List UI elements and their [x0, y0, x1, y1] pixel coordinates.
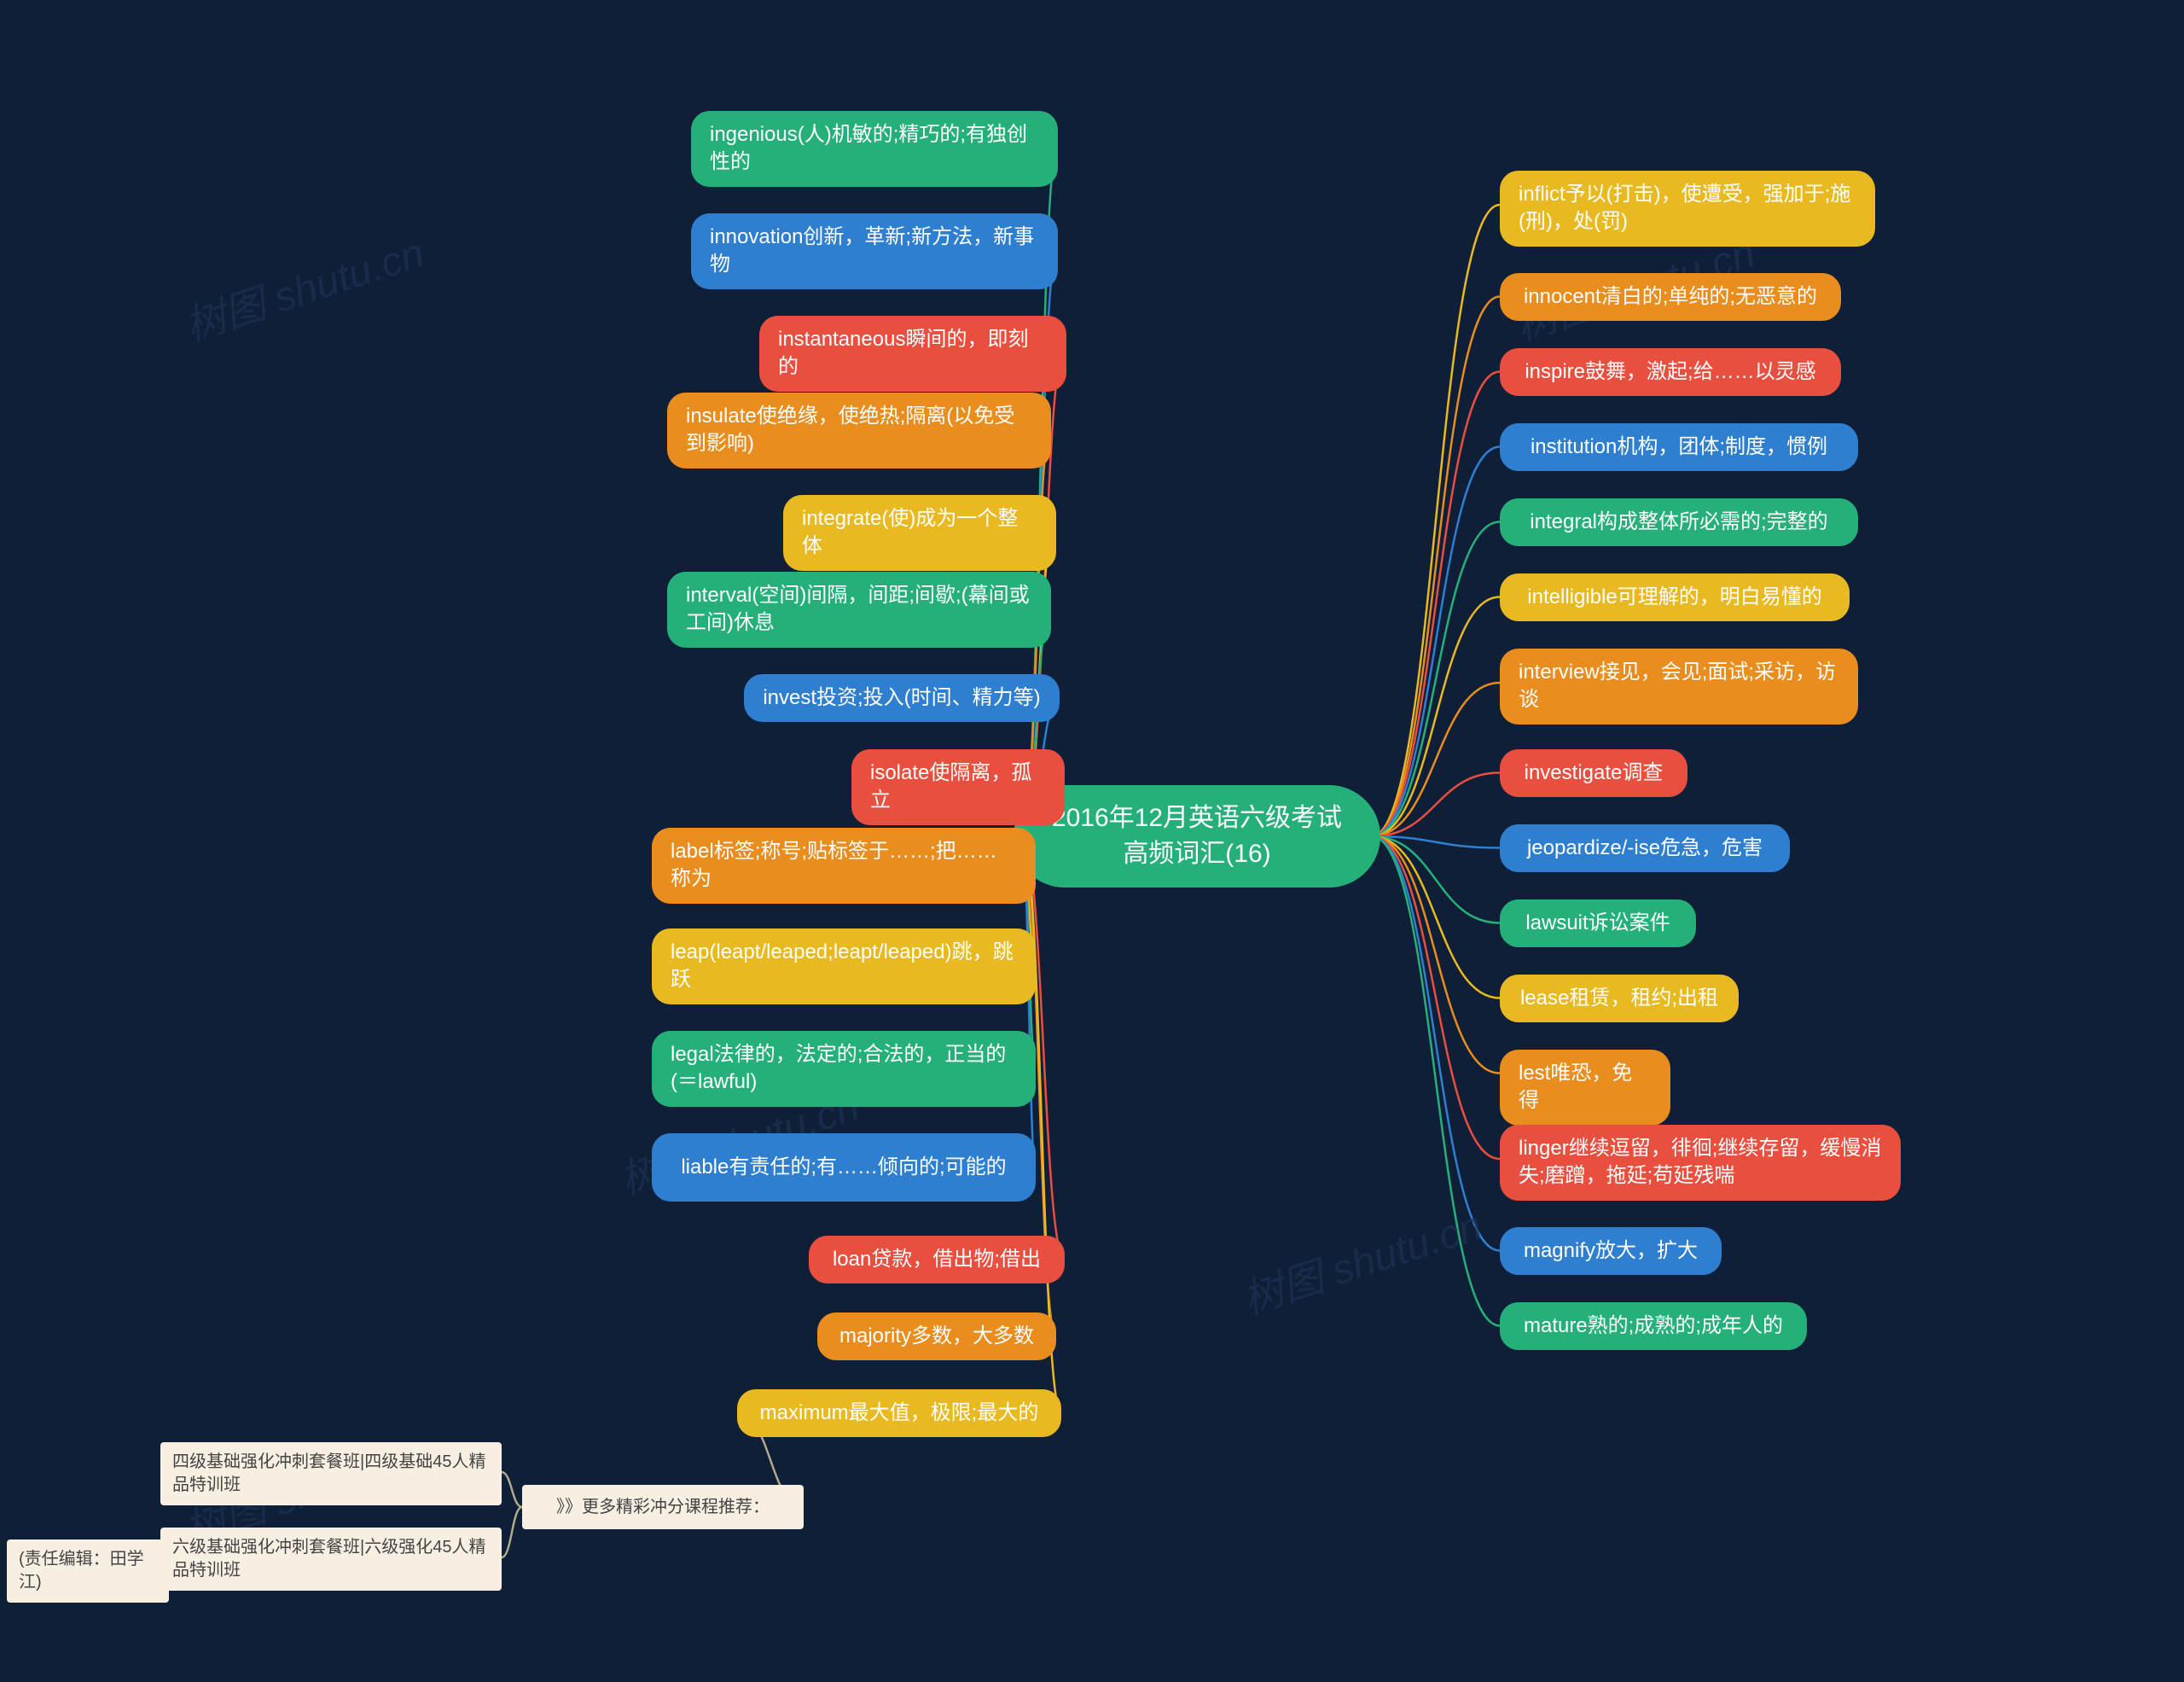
branch-node[interactable]: magnify放大，扩大 — [1500, 1227, 1722, 1275]
node-label: integral构成整体所必需的;完整的 — [1530, 509, 1827, 536]
branch-node[interactable]: jeopardize/-ise危急，危害 — [1500, 824, 1790, 872]
node-label: lest唯恐，免得 — [1519, 1060, 1652, 1115]
node-label: innocent清白的;单纯的;无恶意的 — [1524, 283, 1817, 311]
center-node[interactable]: 2016年12月英语六级考试 高频词汇(16) — [1014, 785, 1380, 888]
edge — [1372, 683, 1500, 836]
node-label: (责任编辑：田学江) — [19, 1548, 157, 1594]
branch-node[interactable]: integrate(使)成为一个整体 — [783, 495, 1056, 571]
node-label: maximum最大值，极限;最大的 — [760, 1400, 1039, 1427]
node-label: loan贷款，借出物;借出 — [833, 1246, 1041, 1273]
branch-node[interactable]: lest唯恐，免得 — [1500, 1050, 1670, 1126]
node-label: liable有责任的;有……倾向的;可能的 — [681, 1154, 1006, 1181]
branch-node[interactable]: majority多数，大多数 — [817, 1312, 1056, 1360]
center-title-line2: 高频词汇(16) — [1123, 836, 1270, 872]
branch-node[interactable]: lawsuit诉讼案件 — [1500, 899, 1696, 947]
branch-node[interactable]: maximum最大值，极限;最大的 — [737, 1389, 1061, 1437]
branch-node[interactable]: instantaneous瞬间的，即刻的 — [759, 316, 1066, 392]
branch-node[interactable]: investigate调查 — [1500, 749, 1687, 797]
node-label: 四级基础强化冲刺套餐班|四级基础45人精品特训班 — [172, 1451, 490, 1497]
edge — [1372, 836, 1500, 998]
edge — [1372, 297, 1500, 837]
node-label: integrate(使)成为一个整体 — [802, 505, 1037, 561]
branch-node[interactable]: ingenious(人)机敏的;精巧的;有独创性的 — [691, 111, 1058, 187]
node-label: intelligible可理解的，明白易懂的 — [1527, 584, 1821, 611]
node-label: ingenious(人)机敏的;精巧的;有独创性的 — [710, 121, 1039, 177]
edge — [1372, 205, 1500, 836]
edge — [1372, 836, 1500, 1159]
branch-node[interactable]: legal法律的，法定的;合法的，正当的(＝lawful) — [652, 1031, 1036, 1107]
mindmap-canvas: { "canvas": { "width": 2560, "height": 1… — [0, 0, 2184, 1682]
branch-node[interactable]: lease租赁，租约;出租 — [1500, 975, 1739, 1022]
leaf-node[interactable]: 四级基础强化冲刺套餐班|四级基础45人精品特训班 — [160, 1442, 502, 1505]
node-label: lease租赁，租约;出租 — [1520, 985, 1718, 1012]
node-label: legal法律的，法定的;合法的，正当的(＝lawful) — [671, 1041, 1017, 1097]
edge — [1372, 836, 1500, 1326]
node-label: innovation创新，革新;新方法，新事物 — [710, 224, 1039, 279]
center-title-line1: 2016年12月英语六级考试 — [1052, 800, 1342, 836]
node-label: interval(空间)间隔，间距;间歇;(幕间或工间)休息 — [686, 582, 1032, 637]
node-label: 》》更多精彩冲分课程推荐： — [556, 1496, 770, 1519]
node-label: inflict予以(打击)，使遭受，强加于;施(刑)，处(罚) — [1519, 181, 1856, 236]
branch-node[interactable]: linger继续逗留，徘徊;继续存留，缓慢消失;磨蹭，拖延;苟延残喘 — [1500, 1125, 1901, 1201]
node-label: jeopardize/-ise危急，危害 — [1527, 835, 1763, 862]
node-label: instantaneous瞬间的，即刻的 — [778, 326, 1048, 381]
node-label: 六级基础强化冲刺套餐班|六级强化45人精品特训班 — [172, 1536, 490, 1582]
branch-node[interactable]: liable有责任的;有……倾向的;可能的 — [652, 1133, 1036, 1202]
branch-node[interactable]: inflict予以(打击)，使遭受，强加于;施(刑)，处(罚) — [1500, 171, 1875, 247]
branch-node[interactable]: integral构成整体所必需的;完整的 — [1500, 498, 1858, 546]
branch-node[interactable]: isolate使隔离，孤立 — [851, 749, 1065, 825]
edge — [1372, 372, 1500, 837]
node-label: isolate使隔离，孤立 — [870, 760, 1046, 815]
leaf-node[interactable]: (责任编辑：田学江) — [7, 1539, 169, 1603]
branch-node[interactable]: loan贷款，借出物;借出 — [809, 1236, 1065, 1283]
node-label: invest投资;投入(时间、精力等) — [763, 684, 1040, 712]
branch-node[interactable]: invest投资;投入(时间、精力等) — [744, 674, 1060, 722]
node-label: majority多数，大多数 — [839, 1323, 1034, 1350]
node-label: linger继续逗留，徘徊;继续存留，缓慢消失;磨蹭，拖延;苟延残喘 — [1519, 1135, 1882, 1190]
branch-node[interactable]: leap(leapt/leaped;leapt/leaped)跳，跳跃 — [652, 928, 1036, 1004]
node-label: insulate使绝缘，使绝热;隔离(以免受到影响) — [686, 403, 1032, 458]
watermark: 树图 shutu.cn — [1234, 1192, 1488, 1325]
branch-node[interactable]: interval(空间)间隔，间距;间歇;(幕间或工间)休息 — [667, 572, 1051, 648]
node-label: lawsuit诉讼案件 — [1525, 910, 1670, 937]
node-label: inspire鼓舞，激起;给……以灵感 — [1525, 358, 1815, 386]
watermark: 树图 shutu.cn — [176, 219, 430, 352]
branch-node[interactable]: mature熟的;成熟的;成年人的 — [1500, 1302, 1807, 1350]
node-label: mature熟的;成熟的;成年人的 — [1524, 1312, 1783, 1340]
branch-node[interactable]: intelligible可理解的，明白易懂的 — [1500, 573, 1850, 621]
node-label: institution机构，团体;制度，惯例 — [1531, 434, 1827, 461]
leaf-node[interactable]: 六级基础强化冲刺套餐班|六级强化45人精品特训班 — [160, 1528, 502, 1591]
branch-node[interactable]: label标签;称号;贴标签于……;把……称为 — [652, 828, 1036, 904]
node-label: magnify放大，扩大 — [1524, 1237, 1698, 1265]
edge — [1372, 836, 1500, 848]
branch-node[interactable]: interview接见，会见;面试;采访，访谈 — [1500, 649, 1858, 725]
node-label: leap(leapt/leaped;leapt/leaped)跳，跳跃 — [671, 939, 1017, 994]
edge — [1372, 836, 1500, 1251]
edge — [1372, 836, 1500, 1074]
node-label: label标签;称号;贴标签于……;把……称为 — [671, 838, 1017, 893]
branch-node[interactable]: innovation创新，革新;新方法，新事物 — [691, 213, 1058, 289]
branch-node[interactable]: insulate使绝缘，使绝热;隔离(以免受到影响) — [667, 393, 1051, 469]
branch-node[interactable]: inspire鼓舞，激起;给……以灵感 — [1500, 348, 1841, 396]
branch-node[interactable]: innocent清白的;单纯的;无恶意的 — [1500, 273, 1841, 321]
edge — [1372, 597, 1500, 837]
edge — [502, 1507, 522, 1557]
branch-node[interactable]: institution机构，团体;制度，惯例 — [1500, 423, 1858, 471]
edge — [1372, 522, 1500, 837]
node-label: investigate调查 — [1525, 760, 1664, 787]
node-label: interview接见，会见;面试;采访，访谈 — [1519, 659, 1839, 714]
leaf-node[interactable]: 》》更多精彩冲分课程推荐： — [522, 1485, 804, 1529]
edge — [1372, 447, 1500, 837]
edge — [1372, 836, 1500, 923]
edge — [1372, 773, 1500, 837]
edge — [502, 1472, 522, 1507]
